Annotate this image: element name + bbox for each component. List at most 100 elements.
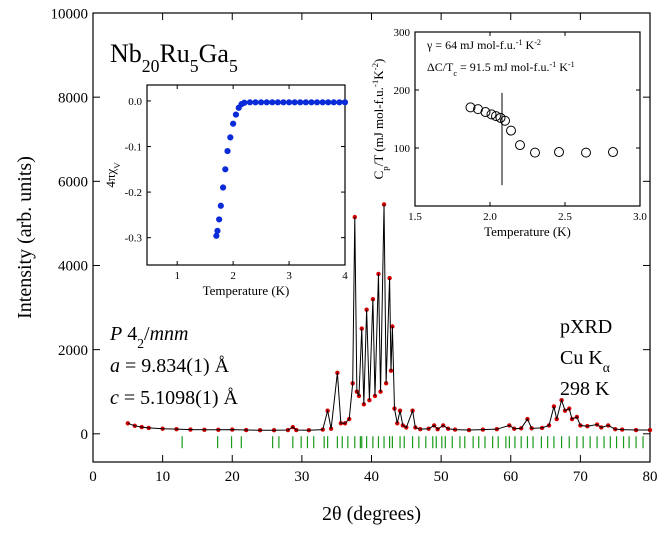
plot-frame <box>146 84 346 266</box>
text-part: γ = 64 mJ mol-f.u. <box>426 38 516 52</box>
data-point <box>473 104 483 115</box>
text-part: 5 <box>190 56 199 76</box>
y-axis-label: Cp/T (mJ mol-f.u.-1K-2) <box>370 59 390 180</box>
text-part: Cu K <box>560 347 603 369</box>
text-part: p <box>380 166 390 171</box>
text-part: = 91.5 mJ mol-f.u. <box>457 60 549 74</box>
text-part: 4 <box>122 323 137 345</box>
x-axis-label: Temperature (K) <box>203 283 290 298</box>
text-part: c <box>453 69 457 78</box>
text-part: pXRD <box>560 316 612 338</box>
y-tick-label: 0.0 <box>128 96 142 108</box>
y-tick-label: 8000 <box>58 90 88 106</box>
text-part: 20 <box>142 56 160 76</box>
text-part: 298 K <box>560 378 610 400</box>
data-point <box>330 99 337 106</box>
data-point <box>297 99 304 106</box>
x-tick-label: 2.0 <box>483 211 497 223</box>
data-point <box>554 147 564 158</box>
data-point <box>222 166 229 173</box>
x-tick-label: 60 <box>503 469 518 485</box>
text-part: / <box>144 323 150 345</box>
text-part: 4πχ <box>103 169 118 188</box>
y-tick-label: 200 <box>394 85 411 97</box>
data-point <box>219 184 227 191</box>
data-point <box>246 99 254 106</box>
data-point <box>280 99 287 106</box>
text-part: -2 <box>534 38 541 47</box>
data-point <box>308 99 315 106</box>
text-part: -1 <box>549 60 556 69</box>
data-point <box>213 232 220 239</box>
annotation: 298 K <box>560 378 610 400</box>
data-point <box>216 216 223 223</box>
y-tick-label: -0.1 <box>125 141 142 153</box>
x-tick-label: 50 <box>434 469 449 485</box>
x-tick-label: 2 <box>230 270 236 282</box>
annotation: a = 9.834(1) Å <box>110 355 230 377</box>
text-part: ΔC/T <box>427 60 454 74</box>
x-tick-label: 70 <box>573 469 588 485</box>
data-point <box>214 227 221 234</box>
y-axis-label: 4πχV <box>103 162 122 188</box>
data-point <box>291 99 298 106</box>
x-axis-label: Temperature (K) <box>484 224 571 239</box>
data-point <box>581 147 591 158</box>
x-tick-label: 3.0 <box>633 211 647 223</box>
text-part: 5 <box>229 56 238 76</box>
data-point <box>608 147 618 158</box>
x-tick-label: 40 <box>364 469 379 485</box>
x-tick-label: 3 <box>286 270 292 282</box>
text-part: -1 <box>370 80 380 87</box>
data-point <box>480 107 491 118</box>
data-point <box>241 99 248 106</box>
text-part: V <box>112 162 122 169</box>
data-point <box>506 125 516 136</box>
text-part: -2 <box>370 63 380 70</box>
data-point <box>313 99 321 106</box>
x-tick-label: 0 <box>89 469 97 485</box>
data-point <box>224 147 231 155</box>
x-tick-label: 1 <box>174 270 180 282</box>
y-tick-label: 2000 <box>58 343 88 359</box>
data-point <box>274 99 281 106</box>
data-point <box>341 99 349 106</box>
text-part: P <box>109 323 122 345</box>
text-part: Ga <box>199 39 230 68</box>
annotation: Cu Kα <box>560 347 610 375</box>
text-part: K <box>556 60 568 74</box>
data-point <box>319 99 326 106</box>
data-point <box>486 109 497 120</box>
y-tick-label: -0.3 <box>125 233 143 245</box>
data-point <box>263 99 270 106</box>
chart-title: Nb20Ru5Ga5 <box>110 39 238 76</box>
text-part: Nb <box>110 39 142 68</box>
data-point <box>269 99 276 106</box>
data-point <box>227 134 234 141</box>
x-tick-label: 20 <box>225 469 240 485</box>
data-point <box>530 147 540 158</box>
x-tick-label: 10 <box>155 469 170 485</box>
annotation: P 42/mnm <box>109 323 188 351</box>
text-part: Ru <box>159 39 189 68</box>
x-tick-label: 80 <box>643 469 658 485</box>
annotation: ΔC/Tc = 91.5 mJ mol-f.u.-1 K-1 <box>427 60 575 78</box>
y-tick-label: 0 <box>81 427 89 443</box>
text-part: -1 <box>568 60 575 69</box>
data-point <box>500 115 510 126</box>
text-part: K <box>523 38 535 52</box>
text-part: ) <box>371 59 386 63</box>
y-tick-label: 6000 <box>58 175 88 191</box>
text-part: -1 <box>516 38 523 47</box>
annotation: pXRD <box>560 316 612 338</box>
text-part: /T (mJ mol-f.u. <box>371 87 386 166</box>
x-tick-label: 2.5 <box>558 211 572 223</box>
y-tick-label: 4000 <box>58 259 88 275</box>
x-tick-label: 30 <box>294 469 309 485</box>
x-tick-label: 4 <box>342 270 348 282</box>
annotation: c = 5.1098(1) Å <box>110 387 238 409</box>
data-point <box>232 111 240 118</box>
fit-line <box>127 204 650 431</box>
data-point <box>491 111 501 122</box>
